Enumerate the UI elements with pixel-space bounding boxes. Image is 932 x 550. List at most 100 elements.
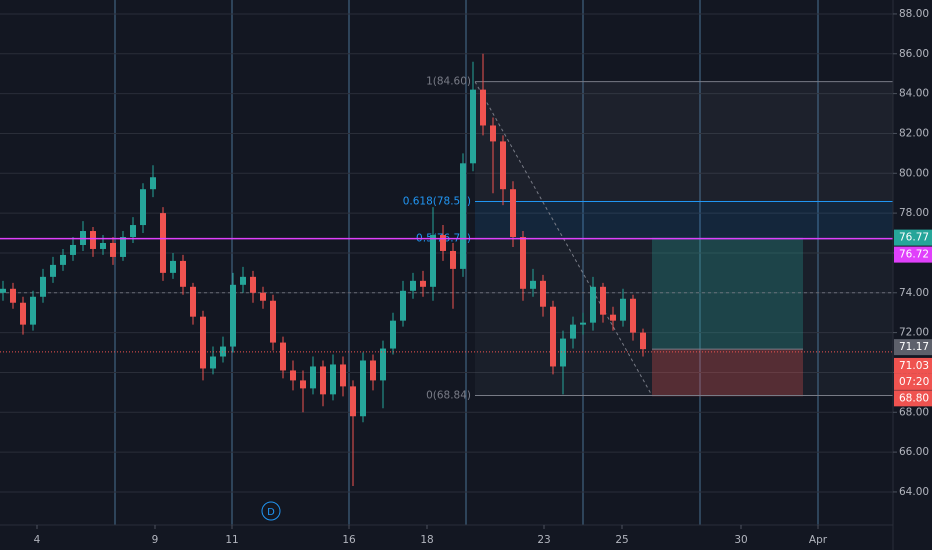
- candle-body: [130, 225, 136, 238]
- candle-body: [280, 342, 286, 371]
- fib-zone: [475, 238, 893, 396]
- candle-body: [490, 125, 496, 142]
- candle-body: [580, 322, 586, 325]
- candle-body: [520, 237, 526, 289]
- stop-price-label: 68.80: [899, 392, 929, 404]
- y-tick-label: 82.00: [899, 127, 929, 139]
- candle-body: [260, 292, 266, 301]
- interval-badge-text[interactable]: D: [267, 507, 275, 518]
- candle-body: [40, 276, 46, 297]
- x-tick-label: 11: [225, 534, 238, 546]
- stop-price-label-bg: [894, 390, 932, 407]
- candle-body: [250, 276, 256, 293]
- candle-body: [310, 366, 316, 389]
- candle-body: [230, 284, 236, 347]
- candle-body: [630, 298, 636, 333]
- y-tick-label: 68.00: [899, 406, 929, 418]
- candle-body: [340, 364, 346, 387]
- candle-body: [300, 380, 306, 389]
- target-price-label-bg: [894, 229, 932, 246]
- candle-body: [550, 306, 556, 367]
- candle-body: [140, 189, 146, 226]
- target-price-label: 76.77: [899, 232, 929, 244]
- candle-body: [600, 286, 606, 315]
- candle-body: [390, 320, 396, 349]
- fib-zone: [475, 81, 893, 202]
- candle-body: [70, 244, 76, 255]
- position-loss: [652, 349, 803, 397]
- y-tick-label: 78.00: [899, 207, 929, 219]
- line-price-label: 76.72: [899, 249, 929, 261]
- candle-body: [560, 338, 566, 367]
- candle-body: [510, 189, 516, 238]
- candle-body: [590, 286, 596, 323]
- candle-body: [0, 288, 6, 293]
- countdown-label: 07:20: [899, 376, 929, 388]
- y-tick-label: 80.00: [899, 167, 929, 179]
- candle-body: [180, 260, 186, 287]
- candle-body: [110, 242, 116, 257]
- x-tick-label: Apr: [809, 534, 828, 546]
- candle-body: [640, 332, 646, 350]
- candle-body: [500, 141, 506, 190]
- candle-body: [120, 237, 126, 257]
- candle-body: [50, 264, 56, 277]
- candle-body: [540, 280, 546, 307]
- candle-body: [470, 89, 476, 164]
- entry-price-label-bg: [894, 339, 932, 356]
- candle-body: [30, 296, 36, 325]
- candle-body: [380, 348, 386, 381]
- candle-body: [420, 280, 426, 287]
- candle-body: [610, 314, 616, 321]
- candle-body: [460, 163, 466, 269]
- candle-body: [450, 250, 456, 269]
- candle-body: [330, 364, 336, 395]
- y-tick-label: 88.00: [899, 8, 929, 20]
- current-price-label: 71.03: [899, 360, 929, 372]
- position-profit: [652, 237, 803, 350]
- candle-body: [90, 231, 96, 249]
- x-tick-label: 25: [615, 534, 628, 546]
- entry-price-label: 71.17: [899, 341, 929, 353]
- interval-badge[interactable]: [261, 501, 281, 521]
- y-tick-label: 84.00: [899, 88, 929, 100]
- candle-body: [200, 316, 206, 369]
- x-tick-label: 18: [420, 534, 433, 546]
- candle-body: [170, 260, 176, 273]
- candle-body: [440, 235, 446, 251]
- candle-body: [290, 370, 296, 381]
- candle-body: [210, 356, 216, 369]
- x-tick-label: 30: [734, 534, 747, 546]
- y-tick-label: 74.00: [899, 287, 929, 299]
- candle-body: [410, 280, 416, 291]
- candle-body: [240, 276, 246, 285]
- candle-body: [400, 290, 406, 321]
- candle-body: [620, 298, 626, 321]
- candle-body: [20, 302, 26, 325]
- candle-body: [10, 288, 16, 303]
- y-tick-label: 72.00: [899, 327, 929, 339]
- countdown-bg: [894, 373, 932, 390]
- fib-label: 1(84.60): [426, 76, 471, 88]
- fib-label: 0(68.84): [426, 390, 471, 402]
- candle-body: [270, 300, 276, 343]
- line-price-label-bg: [894, 246, 932, 263]
- fib-label: 0.618(78.58): [403, 196, 471, 208]
- candle-body: [480, 89, 486, 126]
- candle-body: [530, 280, 536, 289]
- candle-body: [570, 324, 576, 339]
- x-tick-label: 9: [152, 534, 159, 546]
- x-tick-label: 16: [342, 534, 356, 546]
- y-tick-label: 86.00: [899, 48, 929, 60]
- candle-body: [350, 386, 356, 417]
- candle-body: [160, 213, 166, 273]
- candle-body: [150, 177, 156, 190]
- y-tick-label: 66.00: [899, 446, 929, 458]
- current-price-label-bg: [894, 357, 932, 374]
- candle-body: [320, 366, 326, 395]
- x-tick-label: 4: [34, 534, 41, 546]
- candle-body: [190, 286, 196, 317]
- candle-body: [370, 360, 376, 381]
- fib-zone: [475, 201, 893, 239]
